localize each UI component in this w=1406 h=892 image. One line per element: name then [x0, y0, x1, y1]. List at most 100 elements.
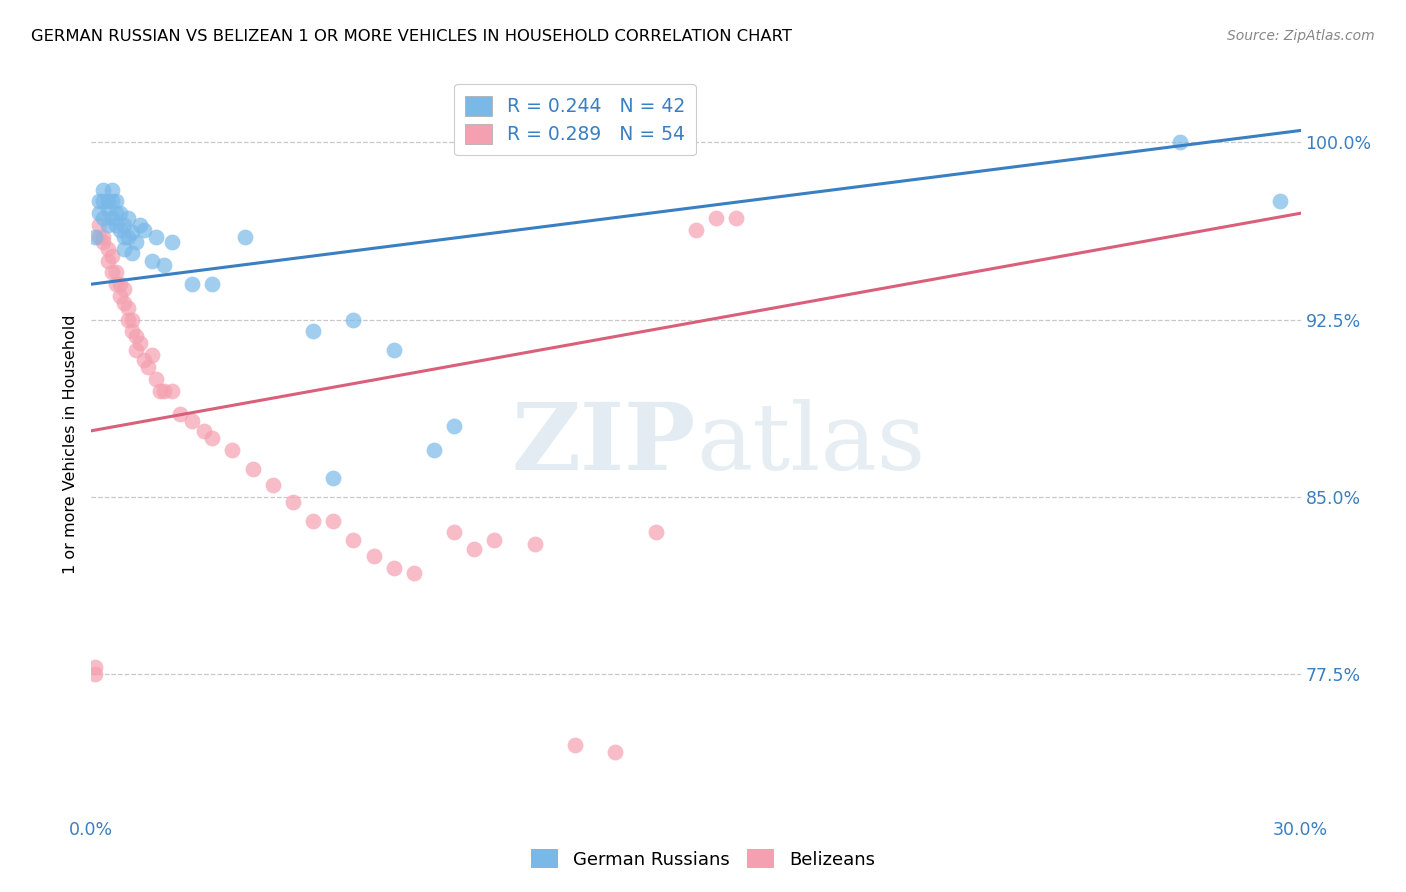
Point — [149, 384, 172, 398]
Point — [100, 249, 122, 263]
Point — [125, 235, 148, 249]
Point — [160, 384, 183, 398]
Point — [221, 442, 243, 457]
Point — [117, 230, 139, 244]
Point — [169, 407, 191, 421]
Point — [725, 211, 748, 225]
Point — [84, 230, 107, 244]
Point — [145, 372, 167, 386]
Point — [1168, 136, 1191, 150]
Point — [160, 235, 183, 249]
Point — [644, 525, 666, 540]
Point — [104, 265, 127, 279]
Point — [145, 230, 167, 244]
Point — [112, 282, 135, 296]
Point — [193, 424, 215, 438]
Point — [201, 431, 224, 445]
Point — [423, 442, 446, 457]
Text: Source: ZipAtlas.com: Source: ZipAtlas.com — [1227, 29, 1375, 43]
Point — [302, 325, 325, 339]
Point — [100, 211, 122, 225]
Point — [93, 183, 115, 197]
Point — [93, 230, 115, 244]
Text: ZIP: ZIP — [512, 399, 696, 489]
Point — [322, 514, 344, 528]
Point — [262, 478, 284, 492]
Point — [84, 667, 107, 681]
Point — [100, 265, 122, 279]
Point — [342, 533, 364, 547]
Point — [242, 461, 264, 475]
Point — [233, 230, 256, 244]
Y-axis label: 1 or more Vehicles in Household: 1 or more Vehicles in Household — [62, 314, 77, 574]
Point — [96, 194, 118, 209]
Point — [96, 242, 118, 256]
Point — [1270, 194, 1292, 209]
Point — [564, 738, 586, 752]
Point — [685, 223, 707, 237]
Point — [201, 277, 224, 292]
Point — [302, 514, 325, 528]
Point — [128, 336, 150, 351]
Point — [117, 301, 139, 315]
Point — [121, 312, 143, 326]
Point — [141, 253, 163, 268]
Point — [89, 206, 111, 220]
Point — [112, 230, 135, 244]
Point — [136, 359, 159, 374]
Point — [443, 419, 465, 434]
Point — [112, 296, 135, 310]
Point — [121, 225, 143, 239]
Point — [125, 343, 148, 358]
Point — [112, 218, 135, 232]
Point — [121, 325, 143, 339]
Point — [89, 194, 111, 209]
Point — [121, 246, 143, 260]
Point — [89, 230, 111, 244]
Point — [382, 343, 405, 358]
Point — [463, 541, 485, 556]
Point — [153, 384, 176, 398]
Legend: R = 0.244   N = 42, R = 0.289   N = 54: R = 0.244 N = 42, R = 0.289 N = 54 — [454, 85, 696, 155]
Point — [153, 258, 176, 272]
Point — [104, 218, 127, 232]
Point — [141, 348, 163, 362]
Point — [93, 235, 115, 249]
Text: GERMAN RUSSIAN VS BELIZEAN 1 OR MORE VEHICLES IN HOUSEHOLD CORRELATION CHART: GERMAN RUSSIAN VS BELIZEAN 1 OR MORE VEH… — [31, 29, 792, 44]
Text: atlas: atlas — [696, 399, 925, 489]
Point — [108, 223, 131, 237]
Point — [181, 277, 204, 292]
Point — [108, 206, 131, 220]
Point — [117, 312, 139, 326]
Point — [704, 211, 727, 225]
Point — [96, 218, 118, 232]
Point — [363, 549, 385, 563]
Point — [93, 211, 115, 225]
Point — [117, 211, 139, 225]
Point — [402, 566, 425, 580]
Point — [108, 289, 131, 303]
Point — [96, 202, 118, 216]
Point — [108, 277, 131, 292]
Point — [96, 253, 118, 268]
Point — [342, 312, 364, 326]
Point — [523, 537, 546, 551]
Point — [281, 494, 304, 508]
Point — [84, 660, 107, 674]
Point — [322, 471, 344, 485]
Point — [443, 525, 465, 540]
Point — [605, 745, 627, 759]
Point — [112, 242, 135, 256]
Point — [89, 218, 111, 232]
Point — [128, 218, 150, 232]
Point — [181, 414, 204, 428]
Point — [125, 329, 148, 343]
Point — [382, 561, 405, 575]
Point — [104, 277, 127, 292]
Point — [93, 194, 115, 209]
Point — [132, 223, 155, 237]
Point — [100, 183, 122, 197]
Point — [104, 206, 127, 220]
Legend: German Russians, Belizeans: German Russians, Belizeans — [524, 842, 882, 876]
Point — [132, 352, 155, 367]
